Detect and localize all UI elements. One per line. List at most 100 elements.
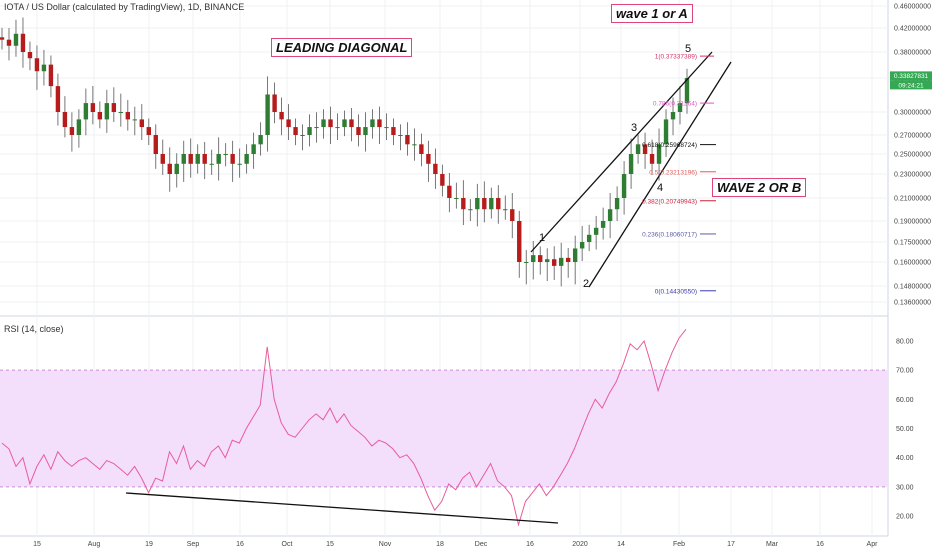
price-tick-label: 0.16000000	[894, 260, 931, 267]
rsi-tick-label: 50.00	[896, 426, 914, 433]
candle-body	[125, 112, 131, 120]
candle-body	[153, 135, 158, 154]
x-tick-label: Mar	[766, 541, 779, 548]
fib-level-label: 0.5(0.23213196)	[649, 169, 697, 176]
candle-body	[202, 154, 207, 164]
candle-body	[447, 185, 452, 198]
x-tick-label: Dec	[475, 541, 488, 548]
price-tick-label: 0.38000000	[894, 50, 931, 57]
fib-level-label: 0.618(0.25968724)	[642, 142, 697, 149]
candle-body	[83, 103, 89, 120]
candle-body	[649, 154, 655, 164]
candle-body	[656, 144, 662, 164]
candle-body	[426, 154, 431, 164]
wave-number-1: 1	[539, 232, 545, 244]
candle-body	[34, 58, 40, 72]
candle-body	[20, 33, 26, 52]
price-tick-label: 0.30000000	[894, 110, 931, 117]
candle-body	[419, 144, 424, 154]
candle-body	[104, 103, 110, 120]
candle-body	[335, 127, 340, 129]
candle-body	[503, 209, 508, 211]
x-tick-label: 15	[33, 541, 41, 548]
wave-number-3: 3	[631, 122, 637, 134]
last-price-label: 0.33827831	[894, 73, 929, 80]
x-tick-label: Sep	[187, 541, 200, 548]
candle-body	[607, 209, 613, 221]
x-tick-label: 2020	[572, 541, 588, 548]
candle-body	[433, 163, 438, 174]
x-tick-label: 19	[145, 541, 153, 548]
candle-body	[565, 257, 571, 262]
wave-number-2: 2	[583, 278, 589, 290]
candle-body	[461, 198, 466, 210]
rsi-tick-label: 60.00	[896, 397, 914, 404]
fib-level-label: 0(0.14430550)	[655, 288, 697, 295]
candle-body	[551, 259, 557, 266]
candle-body	[538, 255, 543, 262]
candle-body	[524, 262, 529, 263]
candle-body	[440, 174, 445, 186]
candle-body	[628, 154, 634, 174]
price-tick-label: 0.13600000	[894, 300, 931, 307]
candle-body	[510, 209, 515, 221]
candle-body	[572, 248, 578, 262]
candle-body	[579, 242, 585, 249]
leading-diagonal-label: LEADING DIAGONAL	[271, 38, 413, 57]
rsi-tick-label: 30.00	[896, 484, 914, 491]
candle-body	[41, 64, 47, 72]
candle-body	[27, 52, 33, 59]
fib-level-label: 1(0.37337389)	[655, 54, 697, 61]
candle-body	[314, 127, 319, 129]
candle-body	[621, 174, 627, 198]
fib-level-label: 0.236(0.18060717)	[642, 231, 697, 238]
candle-body	[0, 37, 5, 40]
candle-body	[258, 135, 263, 145]
candle-body	[174, 163, 179, 174]
price-tick-label: 0.42000000	[894, 26, 931, 33]
candle-body	[251, 144, 256, 154]
price-tick-label: 0.21000000	[894, 196, 931, 203]
candle-body	[482, 198, 487, 210]
candle-body	[384, 127, 389, 129]
candle-body	[132, 119, 138, 121]
candle-body	[328, 119, 333, 128]
candle-body	[90, 103, 96, 112]
candle-body	[642, 144, 648, 154]
candle-body	[118, 112, 124, 113]
candle-body	[146, 127, 151, 135]
x-tick-label: Feb	[673, 541, 685, 548]
candle-body	[468, 209, 473, 211]
price-tick-label: 0.14800000	[894, 284, 931, 291]
price-tick-label: 0.25000000	[894, 152, 931, 159]
rsi-band	[0, 370, 888, 487]
candle-body	[188, 154, 193, 164]
candle-body	[307, 127, 312, 135]
rsi-tick-label: 80.00	[896, 339, 914, 346]
price-tick-label: 0.19000000	[894, 219, 931, 226]
x-tick-label: 15	[326, 541, 334, 548]
candle-body	[670, 112, 676, 120]
timer-label: 09:24:21	[898, 82, 924, 89]
rsi-tick-label: 20.00	[896, 514, 914, 521]
candle-body	[614, 198, 620, 210]
last-price-badge	[890, 71, 932, 81]
wave-number-5: 5	[685, 43, 691, 55]
candle-body	[398, 135, 403, 136]
timer-badge	[890, 80, 932, 90]
candle-body	[635, 144, 641, 154]
candle-body	[209, 163, 214, 165]
rsi-tick-label: 70.00	[896, 368, 914, 375]
candle-body	[391, 127, 396, 135]
candle-body	[321, 119, 326, 128]
candle-body	[600, 221, 606, 228]
x-tick-label: Oct	[282, 541, 293, 548]
candle-body	[244, 154, 249, 164]
candle-body	[356, 127, 361, 135]
candle-body	[475, 198, 480, 210]
candle-body	[69, 127, 75, 135]
candle-body	[13, 33, 19, 46]
candle-body	[286, 119, 291, 128]
